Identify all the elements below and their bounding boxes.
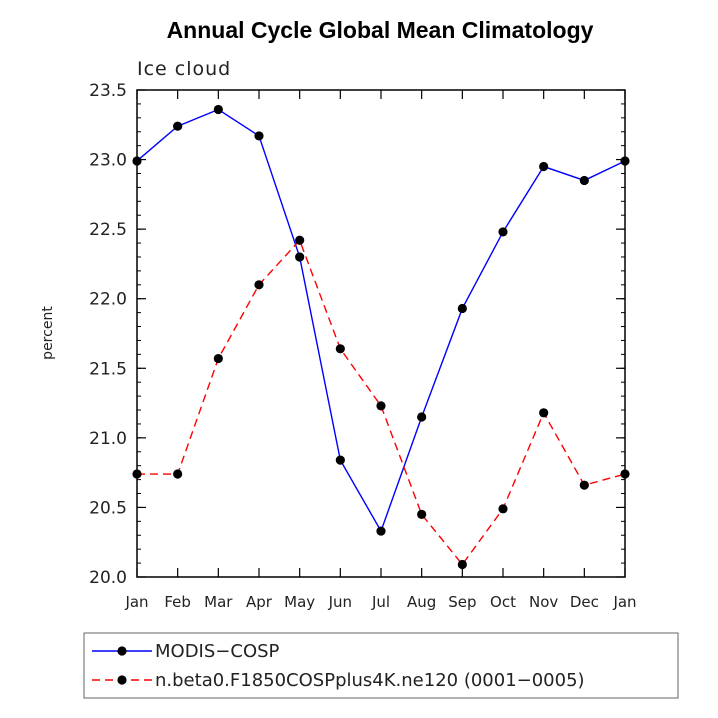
legend-label-1: MODIS−COSP	[155, 641, 280, 662]
y-tick-label: 22.5	[89, 220, 127, 240]
y-tick-label: 20.0	[89, 568, 127, 588]
plot-frame	[136, 89, 626, 578]
y-tick-label: 23.0	[89, 151, 127, 171]
x-tick-label: Nov	[529, 593, 558, 611]
legend-marker-1	[117, 646, 127, 656]
series-1-point	[132, 156, 142, 166]
series-1-point	[376, 526, 386, 536]
chart-title: Annual Cycle Global Mean Climatology	[167, 17, 594, 43]
legend: MODIS−COSP n.beta0.F1850COSPplus4K.ne120 …	[83, 632, 679, 699]
series-1-point	[539, 161, 549, 172]
y-tick-label: 21.5	[89, 359, 127, 379]
series-1-point	[498, 227, 508, 237]
x-tick-label: Jul	[371, 593, 390, 611]
series-2-point	[620, 469, 630, 479]
y-tick-label: 22.0	[89, 290, 127, 310]
series-2-point	[539, 408, 549, 418]
series-2-point	[579, 480, 589, 490]
series-1-point	[213, 104, 223, 115]
x-tick-label: Feb	[164, 593, 191, 611]
series-1-point	[335, 455, 345, 465]
x-tick-label: Mar	[204, 593, 233, 611]
y-axis-label: percent	[40, 306, 56, 360]
series-1-point	[254, 131, 264, 141]
series-2-point	[132, 469, 142, 479]
series-2-point	[173, 469, 183, 479]
series-2-point	[213, 353, 223, 364]
series-2-point	[376, 401, 386, 411]
series-1-point	[173, 121, 183, 131]
series-2-point	[498, 504, 508, 514]
series-1-point	[457, 303, 467, 314]
x-tick-label: Apr	[246, 593, 273, 611]
legend-label-2: n.beta0.F1850COSPplus4K.ne120 (0001−0005…	[155, 670, 585, 691]
x-tick-label: May	[284, 593, 315, 611]
series-2-point	[417, 509, 427, 519]
series-line-1	[136, 108, 626, 533]
x-tick-label: Aug	[407, 593, 436, 611]
series-2-point	[295, 235, 305, 245]
axes-layer: 20.0 20.5 21.0 21.5 22.0 22.5 23.0 23.5 Jan Feb Ma…	[89, 81, 636, 611]
series-1-point	[295, 252, 305, 262]
series-1-point	[417, 412, 427, 422]
y-tick-label: 23.5	[89, 81, 127, 101]
series-2-point	[254, 280, 264, 290]
x-tick-label: Dec	[570, 593, 599, 611]
x-tick-label: Jan	[612, 593, 636, 611]
x-tick-label: Jun	[328, 593, 352, 611]
x-tick-label: Jan	[124, 593, 148, 611]
series-2-point	[335, 344, 345, 354]
chart-subtitle: Ice cloud	[137, 58, 231, 80]
series-1-point	[579, 175, 589, 186]
y-tick-label: 20.5	[89, 498, 127, 518]
legend-box	[83, 632, 679, 699]
series-1-point	[620, 156, 630, 166]
x-tick-label: Oct	[490, 593, 516, 611]
series-layer	[132, 104, 630, 570]
series-2-point	[457, 559, 467, 570]
legend-marker-2	[117, 675, 127, 685]
y-tick-label: 21.0	[89, 429, 127, 449]
x-tick-label: Sep	[448, 593, 476, 611]
